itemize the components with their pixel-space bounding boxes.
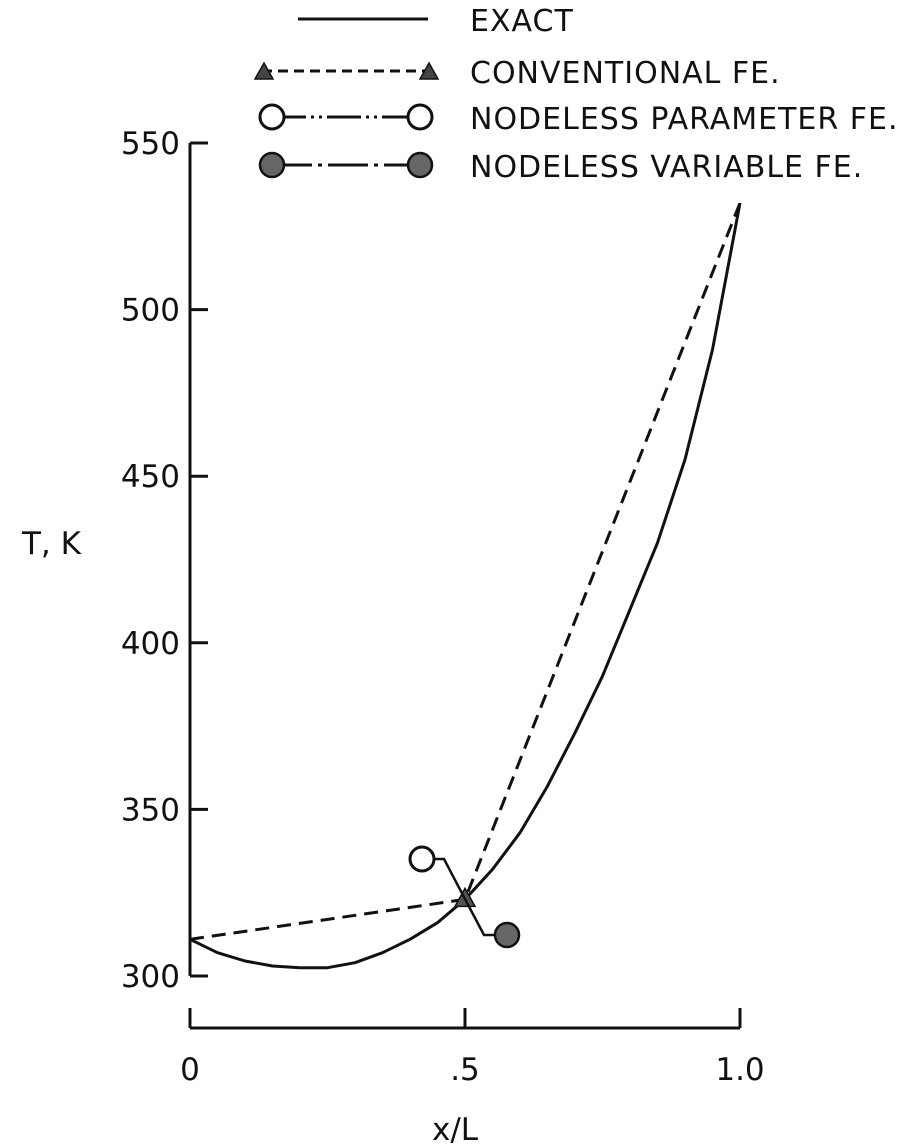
legend-conventional-label: CONVENTIONAL FE. xyxy=(470,56,781,91)
legend-conventional-marker-left xyxy=(253,61,275,80)
y-axis-title: T, K xyxy=(21,526,82,562)
x-ticks: 0 .5 1.0 xyxy=(180,1008,765,1088)
legend-nodeless-variable-marker-left xyxy=(258,151,286,179)
legend-exact-label: EXACT xyxy=(470,4,574,39)
series-group xyxy=(189,202,742,970)
legend-nodeless-parameter-marker-left xyxy=(258,103,286,131)
legend-nodeless-variable-label: NODELESS VARIABLE FE. xyxy=(470,150,863,185)
x-tick-label: .5 xyxy=(450,1052,480,1088)
legend-conventional-marker-right xyxy=(418,61,440,80)
nodeless-variable-marker xyxy=(493,921,521,949)
legend-nodeless-parameter-marker-right xyxy=(406,103,434,131)
nodeless-parameter-marker xyxy=(408,845,436,873)
y-tick-label: 500 xyxy=(121,293,180,329)
callouts xyxy=(408,845,521,949)
x-axis-title: x/L xyxy=(432,1112,479,1144)
y-tick-label: 400 xyxy=(121,626,180,662)
legend-nodeless-parameter-label: NODELESS PARAMETER FE. xyxy=(470,102,899,137)
x-tick-label: 0 xyxy=(180,1052,200,1088)
y-tick-label: 350 xyxy=(121,792,180,828)
y-tick-label: 550 xyxy=(121,126,180,162)
legend: EXACT CONVENTIONAL FE. NODELESS PARAMETE… xyxy=(253,4,899,185)
series-line-1 xyxy=(189,202,742,941)
y-ticks: 300 350 400 450 500 550 xyxy=(121,126,208,995)
y-tick-label: 450 xyxy=(121,459,180,495)
x-tick-label: 1.0 xyxy=(715,1052,764,1088)
legend-nodeless-variable-marker-right xyxy=(406,151,434,179)
series-line-0 xyxy=(189,202,742,970)
y-tick-label: 300 xyxy=(121,959,180,995)
